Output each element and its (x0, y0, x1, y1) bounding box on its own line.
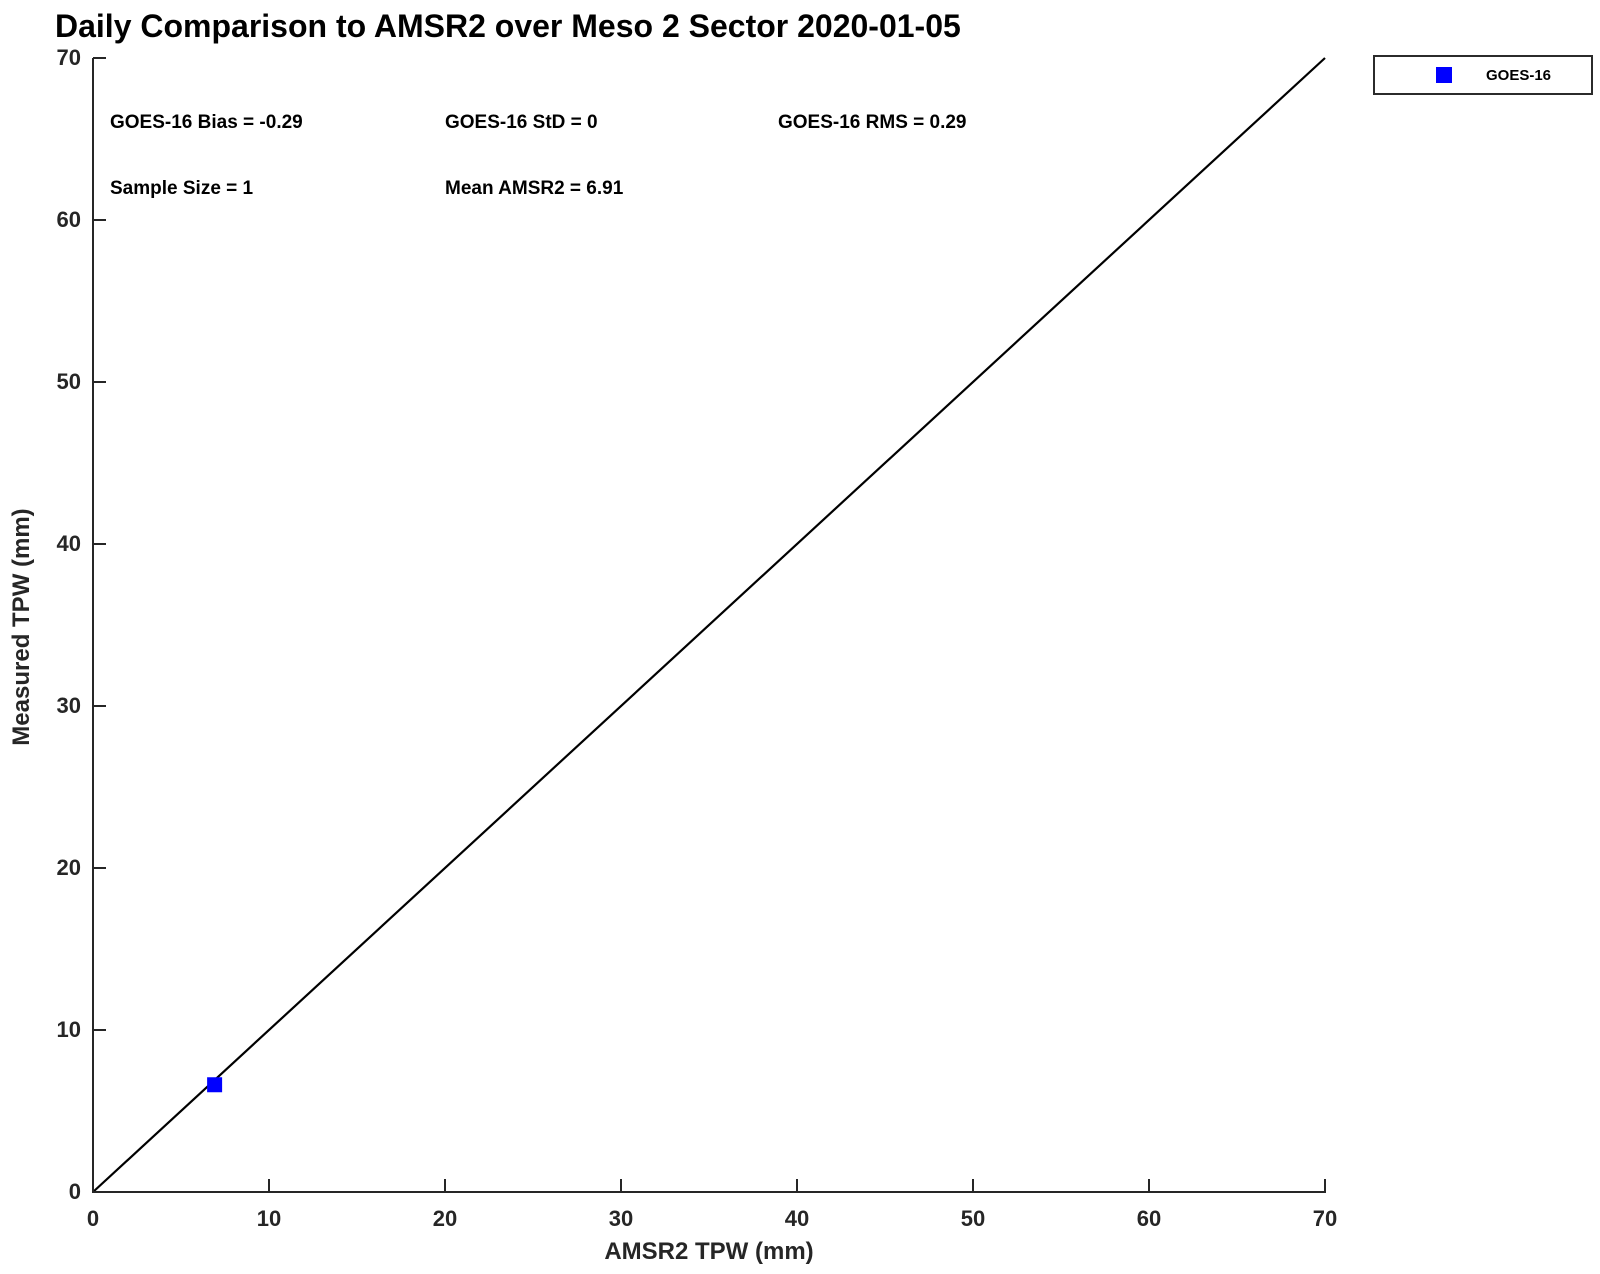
identity-line (92, 57, 1326, 1193)
stat-rms-text: GOES-16 RMS = 0.29 (778, 112, 967, 133)
x-tick-label: 70 (1312, 1206, 1338, 1231)
legend-marker-square-icon (1436, 67, 1452, 83)
y-tick-label: 30 (56, 693, 81, 718)
y-tick-label: 10 (56, 1017, 81, 1042)
x-tick-label: 60 (1136, 1206, 1162, 1231)
stat-std-text: GOES-16 StD = 0 (445, 112, 598, 133)
y-tick-label: 50 (56, 369, 81, 394)
x-tick-label: 50 (960, 1206, 986, 1231)
y-tick-label: 70 (56, 45, 81, 70)
y-tick-label: 60 (56, 207, 81, 232)
stat-sample-size-text: Sample Size = 1 (110, 178, 254, 199)
x-tick-label: 20 (432, 1206, 458, 1231)
stat-bias-text: GOES-16 Bias = -0.29 (110, 112, 303, 133)
stat-mean-amsr2-text: Mean AMSR2 = 6.91 (445, 178, 624, 199)
y-tick-label: 40 (56, 531, 81, 556)
legend-label: GOES-16 (1486, 66, 1552, 84)
x-tick-label: 40 (784, 1206, 810, 1231)
legend: GOES-16 (1373, 55, 1593, 95)
x-tick-label: 30 (608, 1206, 634, 1231)
y-axis-label: Measured TPW (mm) (8, 508, 35, 746)
x-tick-label: 0 (86, 1206, 100, 1231)
y-tick-label: 20 (56, 855, 81, 880)
x-axis-label: AMSR2 TPW (mm) (604, 1238, 814, 1265)
y-tick-label: 0 (68, 1179, 81, 1204)
chart-title: Daily Comparison to AMSR2 over Meso 2 Se… (55, 8, 961, 44)
x-tick-label: 10 (256, 1206, 282, 1231)
data-point-goes-16 (207, 1077, 223, 1093)
